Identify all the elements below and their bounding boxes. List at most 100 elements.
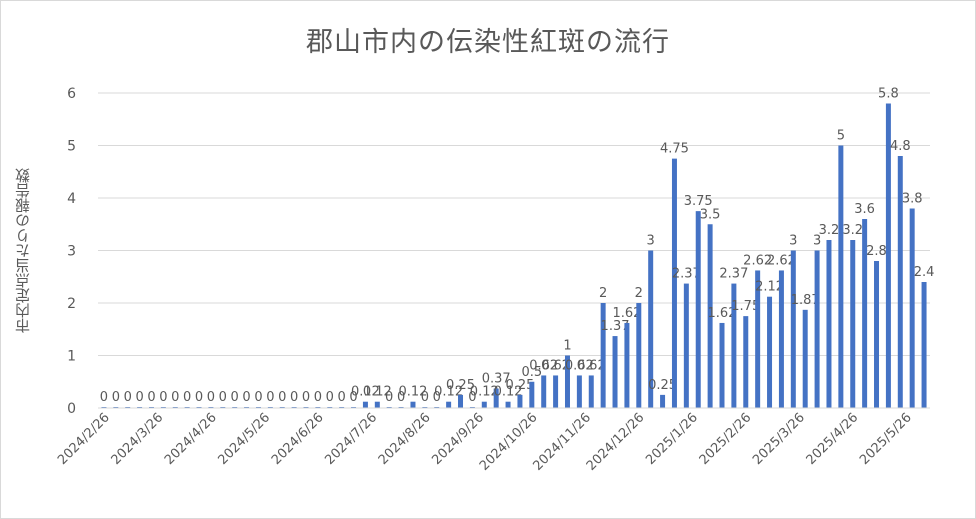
data-label: 0.25	[505, 378, 534, 393]
data-label: 2.37	[672, 267, 701, 282]
data-label: 0	[231, 390, 239, 405]
data-label: 0.62	[577, 358, 606, 373]
data-label: 2.8	[866, 244, 887, 259]
bar	[446, 401, 452, 408]
data-label: 0.12	[494, 385, 523, 400]
x-tick-label: 2024/8/26	[376, 410, 434, 468]
data-label: 0	[124, 390, 132, 405]
y-tick-label: 3	[67, 244, 76, 260]
bar	[838, 145, 844, 408]
data-label: 0.62	[565, 358, 594, 373]
bar	[588, 375, 594, 408]
x-tick-label: 2024/2/26	[55, 410, 113, 468]
data-label: 0	[278, 390, 286, 405]
data-label: 3	[789, 234, 797, 249]
data-label: 0	[433, 390, 441, 405]
x-tick-label: 2025/2/26	[697, 410, 755, 468]
data-label: 0	[242, 390, 250, 405]
bar	[458, 394, 464, 408]
data-label: 0	[159, 390, 167, 405]
bar	[374, 401, 380, 408]
data-label: 0.12	[434, 385, 463, 400]
data-label: 0	[207, 390, 215, 405]
data-label: 0	[338, 390, 346, 405]
y-tick-label: 5	[67, 139, 76, 155]
data-label: 0	[314, 390, 322, 405]
data-label: 0	[100, 390, 108, 405]
bar	[790, 250, 796, 408]
data-label: 0.25	[446, 378, 475, 393]
data-label: 0	[302, 390, 310, 405]
data-label: 3	[647, 234, 655, 249]
bar	[897, 156, 903, 408]
data-label: 0.25	[648, 378, 677, 393]
bar	[885, 103, 891, 408]
bar	[493, 388, 499, 408]
bar	[505, 401, 511, 408]
bar	[624, 322, 630, 408]
data-label: 2.62	[767, 253, 796, 268]
data-label: 3	[813, 234, 821, 249]
data-label: 0	[183, 390, 191, 405]
x-tick-label: 2024/6/26	[269, 410, 327, 468]
data-label: 1.62	[708, 306, 737, 321]
x-tick-label: 2024/4/26	[162, 410, 220, 468]
data-label: 0	[397, 390, 405, 405]
data-label: 0.12	[351, 385, 380, 400]
bar	[362, 401, 368, 408]
data-label: 1	[563, 339, 571, 354]
bar	[600, 303, 606, 408]
y-tick-label: 0	[67, 401, 76, 417]
bar	[636, 303, 642, 408]
data-label: 3.2	[842, 223, 863, 238]
x-tick-label: 2025/1/26	[643, 410, 701, 468]
bar	[671, 158, 677, 408]
data-label: 4.75	[660, 142, 689, 157]
x-tick-label: 2025/5/26	[857, 410, 915, 468]
data-label: 2.37	[719, 267, 748, 282]
data-label: 0	[326, 390, 334, 405]
bar	[612, 336, 618, 408]
data-label: 4.8	[890, 139, 911, 154]
data-label: 5.8	[878, 87, 899, 102]
data-label: 0.5	[521, 365, 542, 380]
data-label: 1.37	[601, 319, 630, 334]
y-tick-label: 4	[67, 191, 76, 207]
data-label: 1.62	[612, 306, 641, 321]
bar	[707, 224, 713, 408]
bar	[778, 270, 784, 408]
data-label: 0.37	[482, 372, 511, 387]
data-label: 3.75	[684, 194, 713, 209]
x-tick-label: 2024/9/26	[429, 410, 487, 468]
data-label: 2.12	[755, 280, 784, 295]
bar	[695, 211, 701, 408]
bar	[862, 219, 868, 408]
data-label: 0	[219, 390, 227, 405]
data-label: 0.12	[363, 385, 392, 400]
data-label: 3.6	[854, 202, 875, 217]
chart-title: 郡山市内の伝染性紅斑の流行	[306, 27, 670, 58]
bar	[517, 394, 523, 408]
data-label: 0.62	[541, 358, 570, 373]
data-label: 0	[266, 390, 274, 405]
data-label: 1.87	[791, 293, 820, 308]
bar	[743, 316, 749, 408]
bar	[731, 283, 737, 408]
bar	[719, 322, 725, 408]
data-label: 0	[135, 390, 143, 405]
bar	[850, 240, 856, 408]
x-tick-label: 2024/12/26	[584, 410, 648, 474]
bar	[541, 375, 547, 408]
bar	[909, 208, 915, 408]
data-label: 5	[837, 129, 845, 144]
data-label: 0.62	[529, 358, 558, 373]
data-label: 0	[290, 390, 298, 405]
data-label: 2	[635, 286, 643, 301]
bar	[814, 250, 820, 408]
bar	[481, 401, 487, 408]
data-label: 0	[385, 390, 393, 405]
x-tick-label: 2025/4/26	[804, 410, 862, 468]
data-label: 0	[349, 390, 357, 405]
